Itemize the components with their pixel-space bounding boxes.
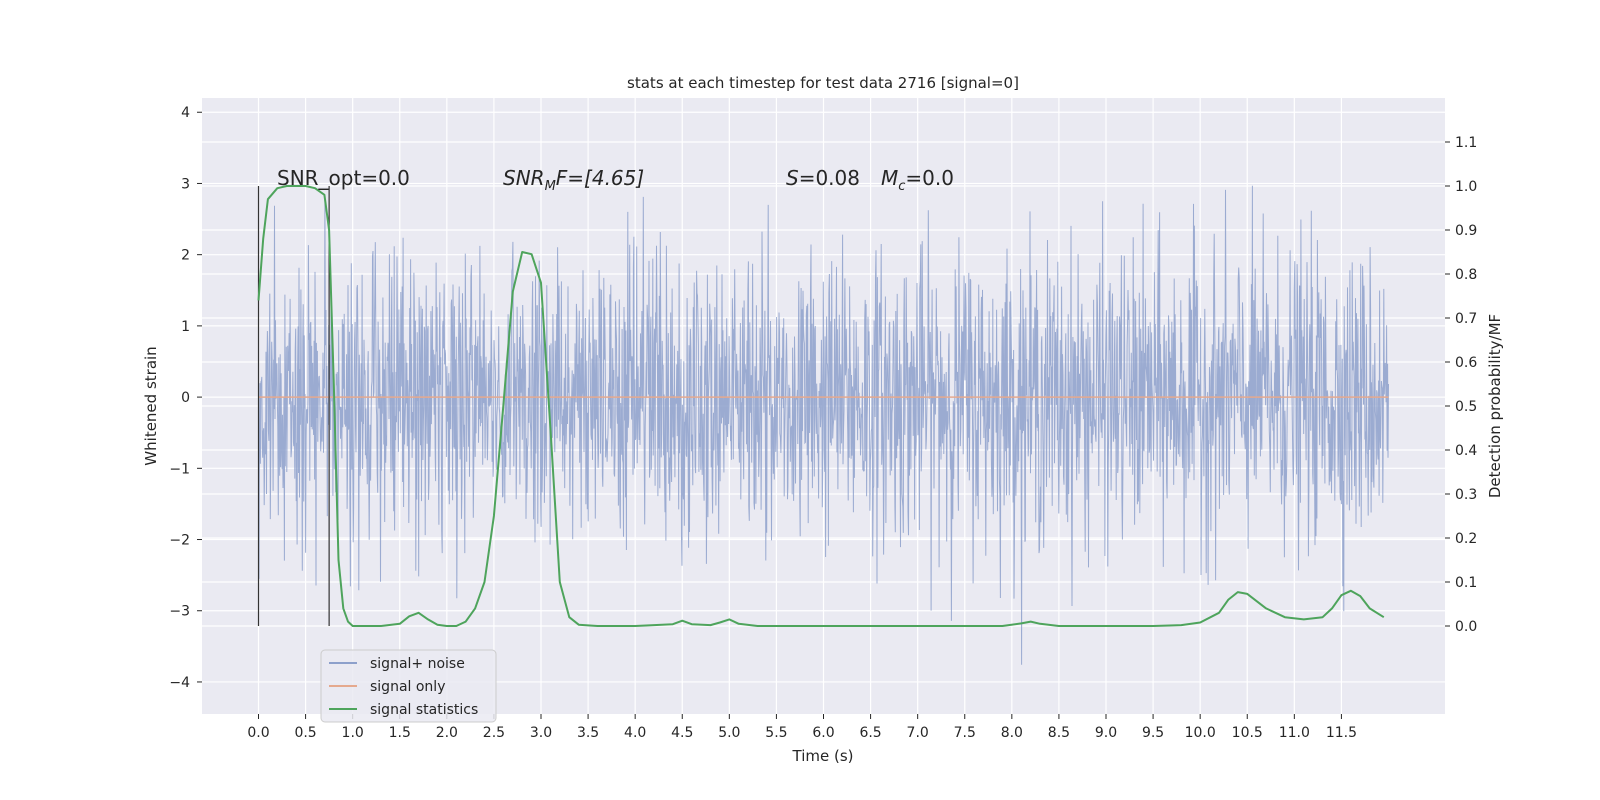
y2-tick-label: 0.0 xyxy=(1455,619,1477,635)
x-tick-label: 10.0 xyxy=(1185,725,1216,741)
signal-noise-series xyxy=(258,185,1389,665)
y-tick-label: −4 xyxy=(169,675,190,691)
annotation-s-value: =0.08 xyxy=(799,166,860,190)
x-tick-label: 7.0 xyxy=(907,725,929,741)
y-tick-label: 2 xyxy=(181,248,190,264)
y-tick-label: −3 xyxy=(169,604,190,620)
y-tick-label: −2 xyxy=(169,533,190,549)
y2-tick-label: 0.9 xyxy=(1455,223,1477,239)
y2-tick-label: 0.7 xyxy=(1455,311,1477,327)
x-axis-ticks: 0.0 0.5 1.0 1.5 2.0 2.5 3.0 3.5 4.0 4.5 5.0 5.5 6.0 6… xyxy=(247,714,1357,741)
legend-label-signal-only: signal only xyxy=(370,679,445,695)
y-tick-label: −1 xyxy=(169,461,190,477)
annotation-mc-value: =0.0 xyxy=(905,166,954,190)
x-tick-label: 11.0 xyxy=(1279,725,1310,741)
y2-tick-label: 0.8 xyxy=(1455,267,1477,283)
y2-tick-label: 0.2 xyxy=(1455,531,1477,547)
x-tick-label: 11.5 xyxy=(1326,725,1357,741)
annotation-mc-symbol: M xyxy=(881,166,898,190)
x-tick-label: 5.5 xyxy=(765,725,787,741)
x-tick-label: 10.5 xyxy=(1232,725,1263,741)
annotation-s-symbol: S xyxy=(786,166,799,190)
annotation-snr-mf-subscript: M xyxy=(545,179,556,194)
x-tick-label: 5.0 xyxy=(718,725,740,741)
y2-tick-label: 1.0 xyxy=(1455,179,1477,195)
y-tick-label: 1 xyxy=(181,319,190,335)
annotation-snr-mf-value: F=[4.65] xyxy=(556,166,644,190)
x-tick-label: 8.5 xyxy=(1048,725,1070,741)
legend-label-signal-statistics: signal statistics xyxy=(370,702,478,718)
x-tick-label: 3.0 xyxy=(530,725,552,741)
y-axis-ticks: 4 3 2 1 0 −1 −2 −3 −4 xyxy=(169,105,202,691)
x-tick-label: 1.5 xyxy=(389,725,411,741)
y2-tick-label: 0.3 xyxy=(1455,487,1477,503)
y2-tick-label: 0.4 xyxy=(1455,443,1477,459)
x-tick-label: 3.5 xyxy=(577,725,599,741)
y2-axis-ticks: 1.1 1.0 0.9 0.8 0.7 0.6 0.5 0.4 0.3 0.2 0.1 0.0 xyxy=(1445,135,1477,635)
x-tick-label: 6.5 xyxy=(859,725,881,741)
annotation-snr-mf-symbol: SNR xyxy=(503,166,545,190)
y-axis-title: Whitened strain xyxy=(142,346,160,465)
x-tick-label: 2.5 xyxy=(483,725,505,741)
chart-title: stats at each timestep for test data 271… xyxy=(627,74,1019,92)
x-tick-label: 4.0 xyxy=(624,725,646,741)
annotation-snr-opt: SNR_opt=0.0 xyxy=(277,166,410,190)
x-tick-label: 8.0 xyxy=(1001,725,1023,741)
signal-statistics-series xyxy=(257,185,1385,627)
y2-tick-label: 0.5 xyxy=(1455,399,1477,415)
annotation-mc: Mc=0.0 xyxy=(881,166,954,194)
signal-noise-line xyxy=(258,185,1389,665)
x-tick-label: 4.5 xyxy=(671,725,693,741)
y2-tick-label: 1.1 xyxy=(1455,135,1477,151)
x-tick-label: 9.0 xyxy=(1095,725,1117,741)
x-tick-label: 0.5 xyxy=(294,725,316,741)
y2-tick-label: 0.1 xyxy=(1455,575,1477,591)
y-tick-label: 4 xyxy=(181,105,190,121)
x-tick-label: 7.5 xyxy=(954,725,976,741)
signal-statistics-line xyxy=(257,185,1385,627)
legend: signal+ noise signal only signal statist… xyxy=(320,649,497,723)
y2-tick-label: 0.6 xyxy=(1455,355,1477,371)
x-tick-label: 9.5 xyxy=(1142,725,1164,741)
y2-axis-title: Detection probability/MF xyxy=(1486,314,1504,498)
x-tick-label: 1.0 xyxy=(342,725,364,741)
annotation-mc-subscript: c xyxy=(898,179,905,194)
y-tick-label: 0 xyxy=(181,390,190,406)
x-tick-label: 2.0 xyxy=(436,725,458,741)
y-tick-label: 3 xyxy=(181,176,190,192)
legend-label-signal-noise: signal+ noise xyxy=(370,656,465,672)
x-tick-label: 0.0 xyxy=(247,725,269,741)
x-axis-title: Time (s) xyxy=(792,747,854,765)
annotation-s: S=0.08 xyxy=(786,166,860,190)
annotation-snr-mf: SNRMF=[4.65] xyxy=(503,166,644,194)
x-tick-label: 6.0 xyxy=(812,725,834,741)
legend-box xyxy=(320,649,497,723)
